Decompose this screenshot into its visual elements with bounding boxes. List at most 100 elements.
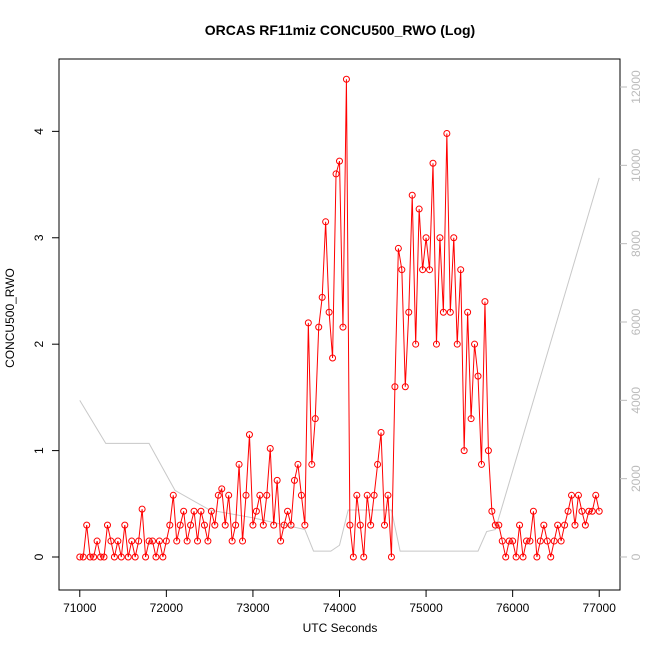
data-point: [318, 293, 326, 301]
data-point: [391, 383, 399, 391]
data-point: [529, 507, 537, 515]
data-point: [509, 537, 517, 545]
y2-tick-label: 2000: [629, 465, 643, 492]
data-point: [304, 319, 312, 327]
data-point: [426, 266, 434, 274]
data-point: [512, 553, 520, 561]
data-point: [356, 521, 364, 529]
y2-tick-label: 6000: [629, 308, 643, 335]
data-point: [554, 521, 562, 529]
data-point: [519, 553, 527, 561]
data-point: [408, 191, 416, 199]
data-point: [574, 491, 582, 499]
y2-tick-label: 12000: [629, 70, 643, 104]
data-point: [502, 553, 510, 561]
data-point: [214, 491, 222, 499]
data-point: [464, 308, 472, 316]
data-point: [401, 383, 409, 391]
data-point: [446, 308, 454, 316]
data-point: [76, 553, 84, 561]
data-point: [270, 521, 278, 529]
data-point: [290, 476, 298, 484]
data-point: [103, 521, 111, 529]
y-axis-label: CONCU500_RWO: [3, 268, 17, 368]
y2-tick-label: 0: [629, 553, 643, 560]
data-point: [467, 415, 475, 423]
data-point: [439, 308, 447, 316]
data-point: [200, 521, 208, 529]
data-point: [436, 234, 444, 242]
data-point: [346, 521, 354, 529]
data-point: [128, 537, 136, 545]
data-point: [228, 537, 236, 545]
data-point: [453, 340, 461, 348]
data-point: [301, 521, 309, 529]
data-point: [277, 537, 285, 545]
data-point: [381, 521, 389, 529]
data-point: [457, 266, 465, 274]
data-point: [97, 553, 105, 561]
data-point: [370, 491, 378, 499]
data-point: [225, 491, 233, 499]
x-tick-label: 75000: [409, 601, 443, 615]
data-point: [550, 537, 558, 545]
data-point: [284, 507, 292, 515]
data-point: [152, 553, 160, 561]
data-point: [360, 553, 368, 561]
data-point: [322, 218, 330, 226]
series-line: [79, 177, 600, 552]
y2-tick-label: 8000: [629, 230, 643, 257]
data-point: [571, 521, 579, 529]
y2-tick-label: 10000: [629, 148, 643, 182]
data-point: [294, 460, 302, 468]
data-point: [471, 340, 479, 348]
data-point: [491, 521, 499, 529]
data-point: [145, 537, 153, 545]
data-point: [135, 537, 143, 545]
data-point: [374, 460, 382, 468]
data-point: [557, 537, 565, 545]
data-point: [197, 507, 205, 515]
data-point: [121, 521, 129, 529]
data-point: [339, 323, 347, 331]
data-point: [204, 537, 212, 545]
data-point: [495, 521, 503, 529]
y-tick-label: 0: [32, 553, 46, 560]
x-axis-label: UTC Seconds: [303, 621, 378, 635]
data-point: [540, 521, 548, 529]
data-point: [481, 298, 489, 306]
data-point: [516, 521, 524, 529]
data-point: [363, 491, 371, 499]
data-point: [176, 521, 184, 529]
data-point: [114, 537, 122, 545]
data-point: [336, 157, 343, 165]
data-point: [387, 553, 395, 561]
data-point: [107, 537, 115, 545]
data-point: [280, 521, 288, 529]
data-point: [155, 537, 163, 545]
data-point: [235, 460, 243, 468]
data-point: [239, 537, 247, 545]
data-point: [190, 507, 198, 515]
data-point: [477, 460, 485, 468]
data-point: [256, 491, 264, 499]
data-point: [207, 507, 215, 515]
data-point: [578, 507, 586, 515]
data-point: [432, 340, 440, 348]
data-point: [110, 553, 118, 561]
x-tick-label: 73000: [236, 601, 270, 615]
data-point: [384, 491, 392, 499]
data-point: [349, 553, 357, 561]
data-point: [377, 429, 385, 437]
data-point: [505, 537, 513, 545]
data-point: [329, 354, 337, 362]
y-tick-label: 2: [32, 341, 46, 348]
data-point: [592, 491, 600, 499]
data-point: [561, 521, 569, 529]
y-tick-label: 1: [32, 447, 46, 454]
data-point: [218, 485, 226, 493]
data-point: [315, 323, 323, 331]
data-point: [422, 234, 430, 242]
data-point: [173, 537, 181, 545]
data-point: [166, 521, 174, 529]
